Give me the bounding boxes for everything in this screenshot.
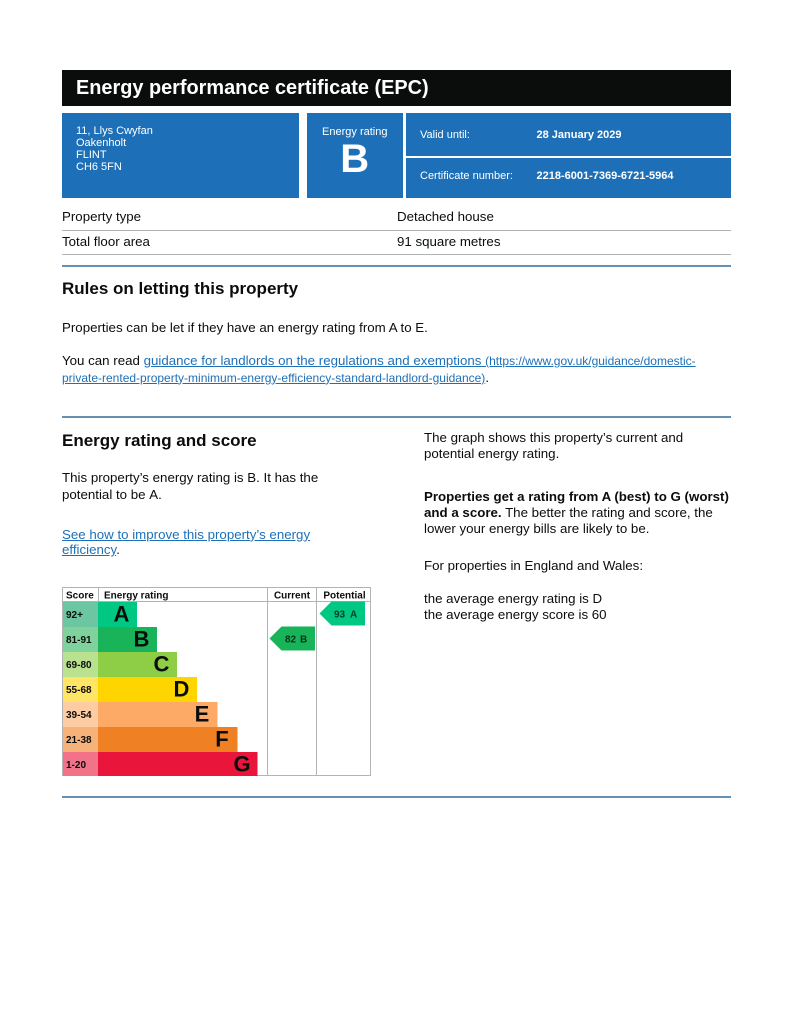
svg-text:B: B	[300, 634, 307, 645]
svg-text:F: F	[215, 726, 228, 751]
svg-text:81-91: 81-91	[66, 634, 92, 645]
svg-text:93: 93	[334, 609, 346, 620]
svg-text:Current: Current	[274, 590, 311, 601]
svg-text:82: 82	[285, 634, 297, 645]
svg-text:1-20: 1-20	[66, 759, 86, 770]
svg-text:92+: 92+	[66, 609, 83, 620]
svg-text:E: E	[195, 701, 210, 726]
svg-text:Energy rating: Energy rating	[104, 590, 168, 601]
svg-text:Potential: Potential	[323, 590, 365, 601]
svg-text:D: D	[174, 676, 190, 701]
svg-text:55-68: 55-68	[66, 684, 92, 695]
svg-text:69-80: 69-80	[66, 659, 92, 670]
svg-text:G: G	[233, 751, 250, 776]
svg-text:21-38: 21-38	[66, 734, 92, 745]
svg-text:A: A	[114, 601, 130, 626]
svg-text:B: B	[134, 626, 150, 651]
svg-text:39-54: 39-54	[66, 709, 92, 720]
svg-text:Score: Score	[66, 590, 94, 601]
svg-text:C: C	[154, 651, 170, 676]
svg-text:A: A	[350, 609, 357, 620]
